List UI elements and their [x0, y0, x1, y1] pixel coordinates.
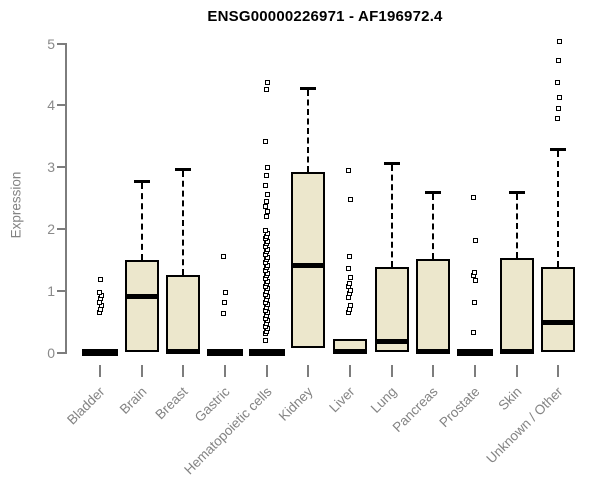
outlier-point-prostate — [471, 194, 477, 200]
whisker-cap-breast — [175, 167, 192, 171]
x-tick-prostate — [473, 365, 476, 377]
outlier-point-hematopoietic-cells — [265, 164, 271, 170]
box-lung — [374, 267, 409, 353]
median-line-liver — [332, 348, 367, 354]
y-tick-label-0: 0 — [47, 344, 55, 361]
outlier-point-hematopoietic-cells — [264, 87, 270, 93]
outlier-point-unknown-other — [555, 58, 561, 64]
outlier-point-unknown-other — [556, 94, 562, 100]
y-tick-label-1: 1 — [47, 282, 55, 299]
outlier-point-prostate — [472, 269, 478, 275]
outlier-point-hematopoietic-cells — [264, 198, 270, 204]
y-tick-label-2: 2 — [47, 220, 55, 237]
whisker-cap-unknown-other — [550, 147, 567, 151]
whisker-unknown-other — [557, 150, 560, 268]
box-breast — [166, 275, 201, 353]
outlier-point-prostate — [473, 277, 479, 283]
whisker-lung — [390, 164, 393, 268]
whisker-cap-brain — [133, 179, 150, 183]
outlier-point-unknown-other — [555, 105, 561, 111]
outlier-point-gastric — [221, 254, 227, 260]
outlier-point-gastric — [221, 311, 227, 317]
median-line-skin — [499, 348, 534, 354]
outlier-point-bladder — [96, 290, 102, 296]
outlier-point-liver — [347, 280, 353, 286]
collapsed-box-gastric — [206, 349, 243, 356]
y-tick-3 — [57, 166, 65, 169]
median-line-pancreas — [416, 348, 451, 354]
outlier-point-unknown-other — [556, 39, 562, 45]
collapsed-box-hematopoietic-cells — [248, 349, 285, 356]
y-tick-0 — [57, 351, 65, 354]
outlier-point-liver — [346, 167, 352, 173]
whisker-brain — [140, 182, 143, 260]
whisker-cap-pancreas — [425, 190, 442, 194]
box-kidney — [291, 172, 326, 349]
median-line-unknown-other — [541, 320, 576, 326]
whisker-skin — [515, 193, 518, 258]
whisker-cap-kidney — [300, 86, 317, 90]
outlier-point-gastric — [223, 290, 229, 296]
y-tick-label-4: 4 — [47, 97, 55, 114]
outlier-point-hematopoietic-cells — [263, 338, 269, 344]
collapsed-box-prostate — [456, 349, 493, 356]
collapsed-box-bladder — [82, 349, 118, 356]
x-tick-gastric — [223, 365, 226, 377]
outlier-point-hematopoietic-cells — [263, 228, 269, 234]
outlier-point-hematopoietic-cells — [263, 183, 269, 189]
median-line-lung — [374, 338, 409, 344]
x-tick-bladder — [99, 365, 101, 377]
box-skin — [499, 257, 534, 353]
chart-title: ENSG00000226971 - AF196972.4 — [207, 8, 443, 25]
whisker-breast — [182, 170, 185, 276]
x-tick-unknown-other — [557, 365, 560, 377]
median-line-kidney — [291, 263, 326, 269]
outlier-point-hematopoietic-cells — [263, 138, 269, 144]
whisker-cap-skin — [508, 190, 525, 194]
box-unknown-other — [541, 267, 576, 353]
x-tick-skin — [515, 365, 518, 377]
whisker-pancreas — [432, 193, 435, 259]
outlier-point-prostate — [473, 238, 479, 244]
y-axis-label: Expression — [8, 171, 24, 239]
outlier-point-liver — [347, 254, 353, 260]
outlier-point-prostate — [472, 299, 478, 305]
outlier-point-hematopoietic-cells — [265, 79, 271, 85]
x-tick-pancreas — [432, 365, 435, 377]
outlier-point-hematopoietic-cells — [263, 204, 269, 210]
y-tick-1 — [57, 289, 65, 292]
median-line-brain — [124, 294, 159, 300]
outlier-point-prostate — [471, 330, 477, 336]
outlier-point-hematopoietic-cells — [264, 173, 270, 179]
outlier-point-bladder — [97, 277, 103, 283]
y-tick-label-3: 3 — [47, 159, 55, 176]
whisker-cap-lung — [383, 161, 400, 165]
y-tick-5 — [57, 42, 65, 45]
outlier-point-hematopoietic-cells — [264, 214, 270, 220]
whisker-kidney — [307, 89, 310, 173]
outlier-point-unknown-other — [554, 116, 560, 122]
x-tick-liver — [348, 365, 351, 377]
outlier-point-liver — [346, 265, 352, 271]
x-tick-kidney — [307, 365, 310, 377]
outlier-point-liver — [348, 275, 354, 281]
y-tick-4 — [57, 104, 65, 107]
x-tick-breast — [182, 365, 185, 377]
box-pancreas — [416, 258, 451, 353]
outlier-point-liver — [348, 303, 354, 309]
y-axis-line — [65, 43, 67, 354]
outlier-point-hematopoietic-cells — [265, 209, 271, 215]
outlier-point-hematopoietic-cells — [265, 191, 271, 197]
box-brain — [124, 259, 159, 353]
x-tick-brain — [140, 365, 143, 377]
y-tick-2 — [57, 227, 65, 230]
outlier-point-gastric — [222, 299, 228, 305]
y-tick-label-5: 5 — [47, 35, 55, 52]
median-line-breast — [166, 348, 201, 354]
outlier-point-liver — [348, 196, 354, 202]
x-tick-hematopoietic-cells — [265, 365, 268, 377]
x-tick-lung — [390, 365, 393, 377]
outlier-point-unknown-other — [554, 79, 560, 85]
